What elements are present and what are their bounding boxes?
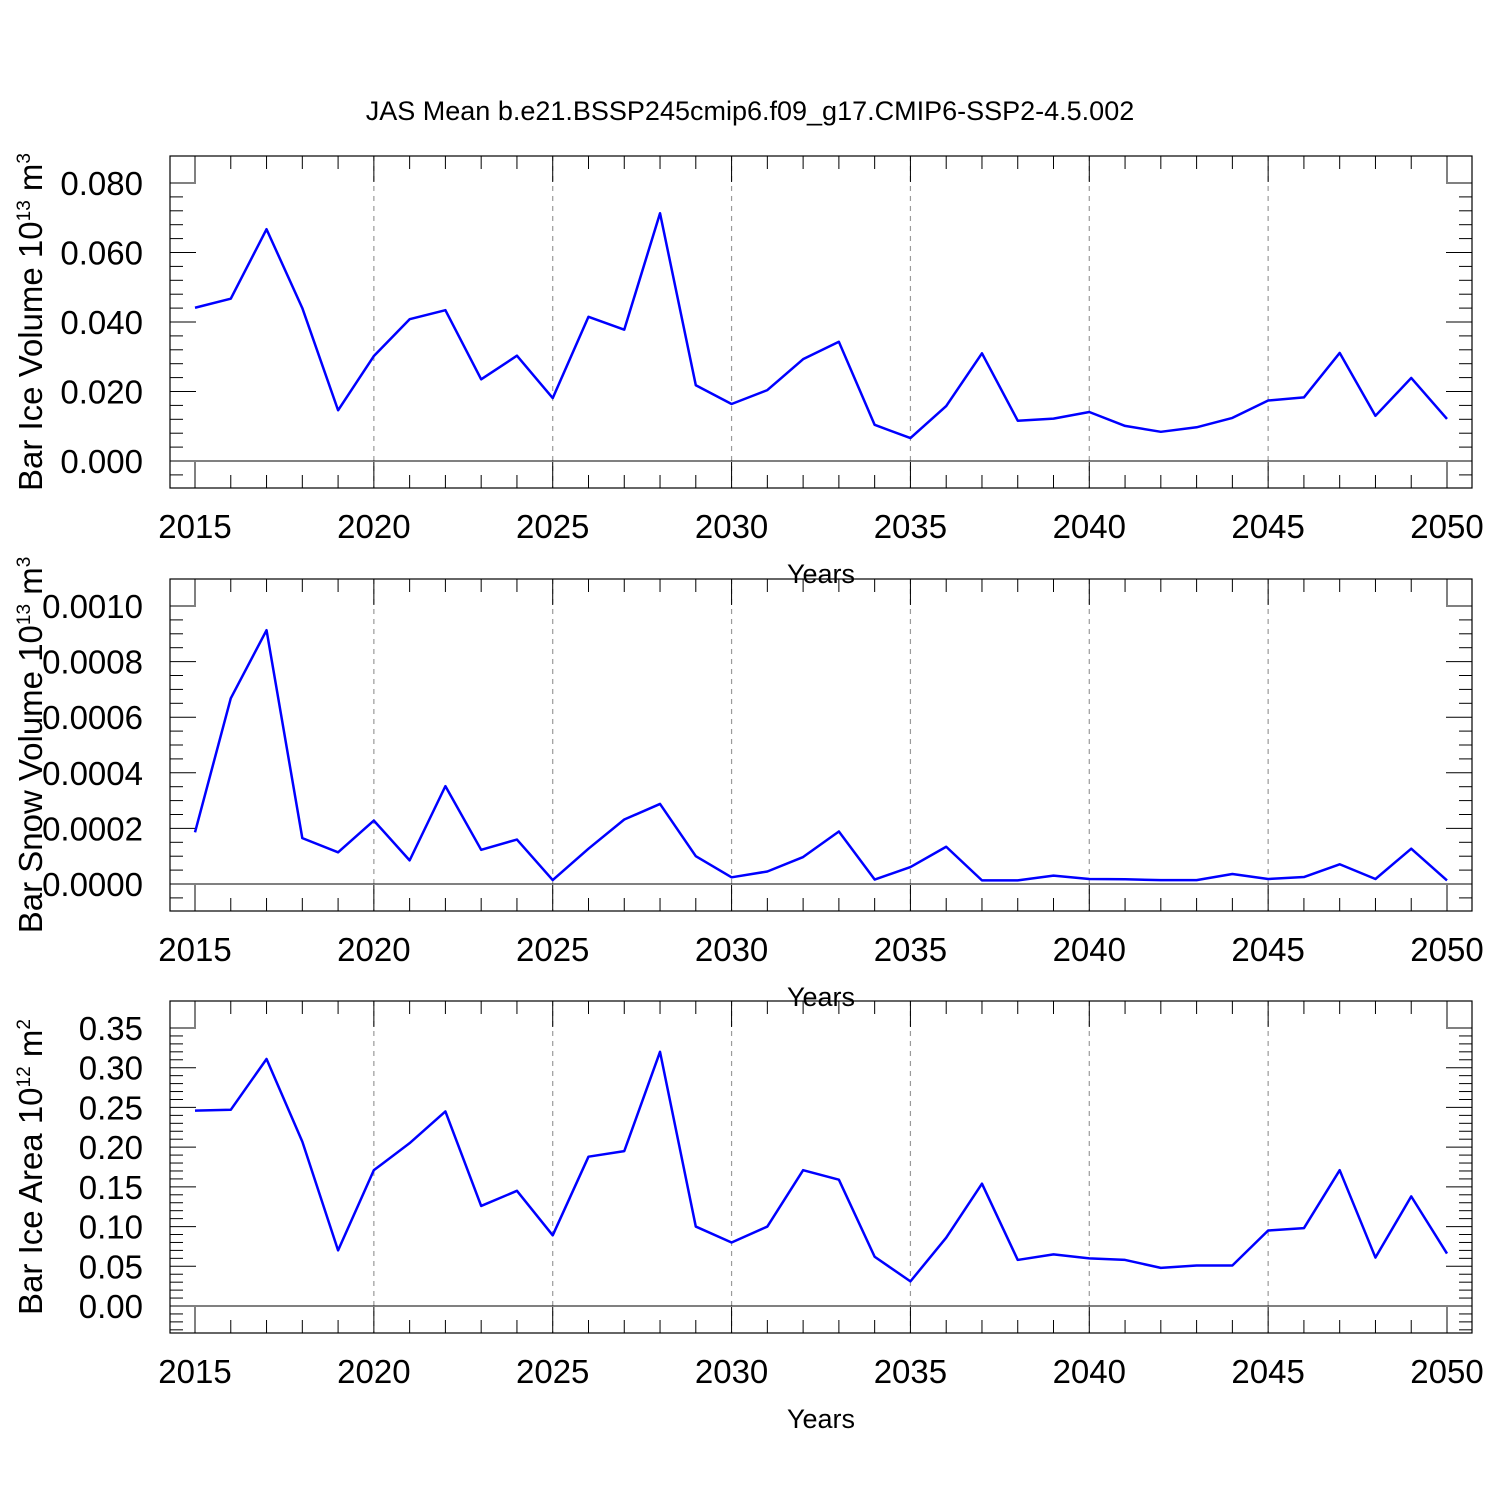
y-axis-label-unit: m <box>12 567 49 604</box>
panels: 2015 2020 2025 2030 2035 2040 2045 2050 Years 0.0… <box>12 153 1484 1434</box>
y-axis-label-sup-exp: 13 <box>14 200 35 221</box>
y-tick-label: 0.060 <box>60 235 143 272</box>
y-tick-label: 0.000 <box>60 443 143 480</box>
x-tick-label: 2035 <box>874 931 947 968</box>
x-tick-label: 2050 <box>1410 1353 1483 1390</box>
y-axis-label-sup-unit: 3 <box>14 557 35 568</box>
y-tick-label: 0.020 <box>60 374 143 411</box>
panel-1: 2015 2020 2025 2030 2035 2040 2045 2050 Years 0.0… <box>12 153 1484 589</box>
x-tick-label: 2030 <box>695 508 768 545</box>
y-tick-label: 0.0010 <box>42 588 143 625</box>
y-axis-label-sup-unit: 2 <box>14 1019 35 1030</box>
plot-frame <box>169 1000 1473 1334</box>
y-tick-label: 0.040 <box>60 304 143 341</box>
y-tick-label: 0.15 <box>79 1169 143 1206</box>
x-tick-label: 2040 <box>1053 931 1126 968</box>
x-tick-label: 2045 <box>1231 931 1304 968</box>
y-tick-label: 0.0006 <box>42 699 143 736</box>
x-axis-label: Years <box>787 1404 855 1434</box>
x-tick-label: 2045 <box>1231 1353 1304 1390</box>
x-tick-label: 2015 <box>158 931 231 968</box>
y-tick-label: 0.0000 <box>42 866 143 903</box>
y-axis-label-main: Bar Ice Area 10 <box>12 1087 49 1314</box>
figure-title: JAS Mean b.e21.BSSP245cmip6.f09_g17.CMIP… <box>366 96 1134 126</box>
x-tick-label: 2040 <box>1053 508 1126 545</box>
panel-3: 2015 2020 2025 2030 2035 2040 2045 2050 Years 0.0… <box>12 1000 1484 1434</box>
y-tick-label: 0.30 <box>79 1050 143 1087</box>
y-tick-label: 0.20 <box>79 1129 143 1166</box>
y-axis-label-sup-unit: 3 <box>14 153 35 164</box>
x-tick-label: 2050 <box>1410 931 1483 968</box>
x-tick-label: 2025 <box>516 931 589 968</box>
x-tick-label: 2050 <box>1410 508 1483 545</box>
y-axis-label-unit: m <box>12 1030 49 1067</box>
y-axis-label-unit: m <box>12 164 49 201</box>
y-tick-label: 0.10 <box>79 1209 143 1246</box>
x-axis-label: Years <box>787 982 855 1012</box>
x-tick-label: 2025 <box>516 1353 589 1390</box>
x-tick-label: 2020 <box>337 931 410 968</box>
y-axis-label: Bar Ice Area 1012 m2 <box>12 1019 49 1315</box>
y-tick-label: 0.0002 <box>42 810 143 847</box>
y-axis-label: Bar Ice Volume 1013 m3 <box>12 153 49 491</box>
x-axis-label: Years <box>787 559 855 589</box>
series-line-1 <box>194 211 1448 440</box>
y-axis-label: Bar Snow Volume 1013 m3 <box>12 557 49 934</box>
x-tick-label: 2035 <box>874 508 947 545</box>
x-tick-label: 2020 <box>337 1353 410 1390</box>
y-tick-label: 0.080 <box>60 165 143 202</box>
series-line-1 <box>193 628 1448 882</box>
x-tick-label: 2030 <box>695 1353 768 1390</box>
x-tick-label: 2015 <box>158 508 231 545</box>
y-axis-label-main: Bar Snow Volume 10 <box>12 625 49 933</box>
panel-2: 2015 2020 2025 2030 2035 2040 2045 2050 Years 0.0… <box>12 557 1484 1012</box>
x-tick-label: 2025 <box>516 508 589 545</box>
x-tick-label: 2045 <box>1231 508 1304 545</box>
y-tick-label: 0.05 <box>79 1248 143 1285</box>
y-tick-label: 0.00 <box>79 1288 143 1325</box>
y-axis-label-sup-exp: 13 <box>14 604 35 625</box>
series-line-1 <box>194 1050 1449 1283</box>
y-axis-label-main: Bar Ice Volume 10 <box>12 221 49 491</box>
x-tick-label: 2015 <box>158 1353 231 1390</box>
x-tick-label: 2035 <box>874 1353 947 1390</box>
y-tick-label: 0.0004 <box>42 755 143 792</box>
y-tick-label: 0.0008 <box>42 644 143 681</box>
y-tick-label: 0.35 <box>79 1010 143 1047</box>
x-tick-label: 2020 <box>337 508 410 545</box>
x-tick-label: 2040 <box>1053 1353 1126 1390</box>
y-tick-label: 0.25 <box>79 1089 143 1126</box>
x-tick-label: 2030 <box>695 931 768 968</box>
y-axis-label-sup-exp: 12 <box>14 1066 35 1087</box>
